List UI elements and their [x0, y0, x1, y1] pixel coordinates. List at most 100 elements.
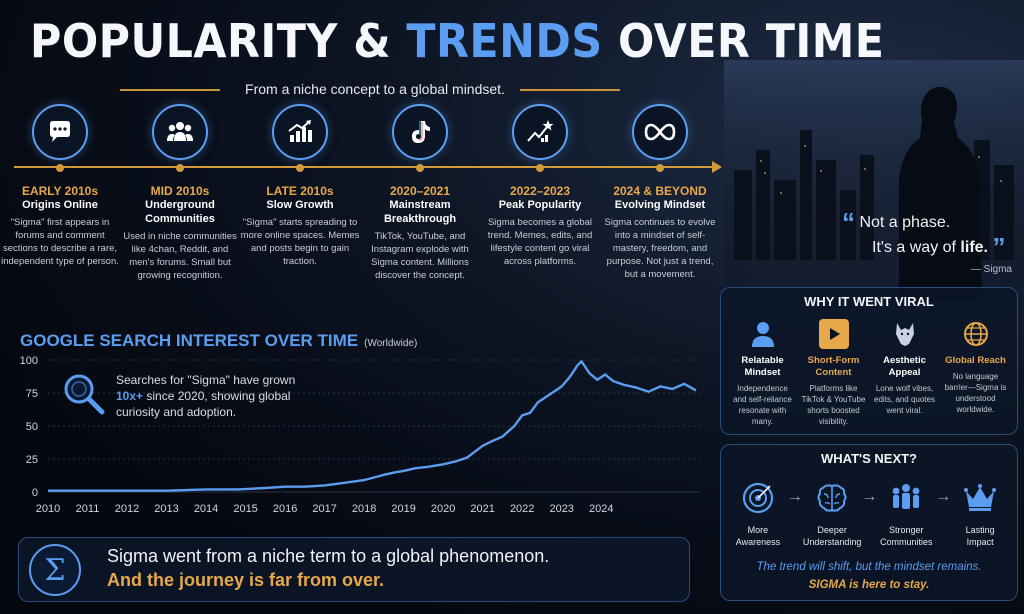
subtitle-row: From a niche concept to a global mindset…: [30, 80, 720, 100]
timeline-period: MID 2010s: [150, 184, 210, 198]
x-tick-label: 2015: [233, 503, 257, 515]
x-tick-label: 2021: [470, 503, 494, 515]
timeline-description: Sigma becomes a global trend. Memes, edi…: [487, 217, 593, 267]
x-tick-label: 2019: [391, 503, 415, 515]
crown-icon: [960, 478, 1000, 518]
brain-icon: [812, 478, 852, 518]
chat-bubble-icon: [32, 104, 88, 160]
close-quote-icon: ”: [992, 232, 1006, 262]
next-step-awareness: More Awareness: [729, 478, 787, 548]
community-icon: [886, 478, 926, 518]
viral-item-relatable: Relatable Mindset Independence and self-…: [730, 319, 796, 427]
person-icon: [748, 319, 778, 349]
timeline-dot: [56, 164, 64, 172]
search-interest-line-chart: 0 25 50 75 100 2010 2011 2012 2013 2014 2015 2016 20…: [20, 355, 700, 515]
y-tick-label: 0: [32, 487, 38, 499]
timeline-item-2024-beyond: 2024 & BEYOND Evolving Mindset Sigma con…: [600, 104, 720, 281]
viral-label: Aesthetic Appeal: [883, 355, 926, 378]
peak-star-icon: [512, 104, 568, 160]
whats-next-steps: More Awareness → Deeper Understanding → …: [721, 478, 1017, 548]
viral-label: Relatable Mindset: [741, 355, 784, 378]
city-skyline-silhouette-image: [724, 60, 1024, 300]
x-tick-label: 2016: [273, 503, 297, 515]
x-tick-label: 2010: [36, 503, 60, 515]
page-subtitle: From a niche concept to a global mindset…: [245, 81, 505, 97]
timeline-heading: Slow Growth: [266, 199, 334, 211]
timeline-description: "Sigma" starts spreading to more online …: [240, 217, 360, 267]
timeline-dot: [416, 164, 424, 172]
group-icon: [152, 104, 208, 160]
search-growth-note: Searches for "Sigma" have grown 10x+ sin…: [62, 372, 295, 421]
infinity-icon: [632, 104, 688, 160]
play-icon: [818, 319, 849, 349]
conclusion-banner: Σ Sigma went from a niche term to a glob…: [18, 537, 690, 602]
why-viral-panel: WHY IT WENT VIRAL Relatable Mindset Inde…: [720, 287, 1018, 435]
why-viral-list: Relatable Mindset Independence and self-…: [721, 319, 1017, 427]
timeline-period: 2024 & BEYOND: [613, 184, 707, 198]
timeline-item-late-2010s: LATE 2010s Slow Growth "Sigma" starts sp…: [240, 104, 360, 268]
series-line: [48, 360, 697, 492]
arrow-right-icon: →: [935, 488, 952, 505]
y-tick-label: 100: [20, 355, 38, 367]
next-step-label: Deeper Understanding: [802, 525, 862, 547]
quote-block: “ Not a phase. It's a way of life. ” — S…: [842, 207, 1022, 275]
quote-text: “ Not a phase. It's a way of life. ”: [842, 207, 1022, 262]
timeline-dot: [176, 164, 184, 172]
timeline-arrow-head: [712, 161, 722, 173]
timeline-description: Used in niche communities like 4chan, Re…: [123, 231, 237, 281]
whats-next-footer-line-2: SIGMA is here to stay.: [808, 579, 930, 591]
x-tick-label: 2018: [352, 503, 376, 515]
viral-label: Short-Form Content: [807, 355, 860, 378]
timeline-heading: Origins Online: [22, 199, 98, 211]
whats-next-footer: The trend will shift, but the mindset re…: [721, 558, 1017, 594]
open-quote-icon: “: [842, 207, 855, 237]
tiktok-icon: [392, 104, 448, 160]
timeline-item-2020-2021: 2020–2021 Mainstream Breakthrough TikTok…: [360, 104, 480, 282]
viral-description: Independence and self-reliance resonate …: [733, 384, 792, 426]
next-step-understanding: Deeper Understanding: [802, 478, 862, 548]
conclusion-line-2: And the journey is far from over.: [107, 570, 385, 590]
y-tick-label: 50: [26, 421, 38, 433]
chart-title: GOOGLE SEARCH INTEREST OVER TIME (Worldwi…: [20, 331, 417, 351]
timeline-item-early-2010s: EARLY 2010s Origins Online "Sigma" first…: [0, 104, 120, 268]
timeline-heading: Mainstream Breakthrough: [383, 199, 457, 225]
x-tick-label: 2017: [312, 503, 336, 515]
timeline-period: LATE 2010s: [266, 184, 334, 198]
timeline-period: 2022–2023: [509, 184, 571, 198]
quote-author: — Sigma: [970, 264, 1012, 275]
search-note-highlight: 10x+: [116, 389, 144, 403]
chart-title-text: GOOGLE SEARCH INTEREST OVER TIME: [20, 331, 359, 350]
x-tick-label: 2022: [510, 503, 534, 515]
why-viral-title: WHY IT WENT VIRAL: [804, 294, 934, 309]
next-step-label: Lasting Impact: [965, 525, 995, 547]
viral-description: No language barrier—Sigma is understood …: [944, 372, 1007, 414]
timeline-description: TikTok, YouTube, and Instagram explode w…: [371, 231, 469, 281]
whats-next-footer-line-1: The trend will shift, but the mindset re…: [756, 561, 982, 573]
viral-item-aesthetic: Aesthetic Appeal Lone wolf vibes, edits,…: [872, 319, 938, 427]
wolf-icon: [890, 319, 920, 349]
next-step-label: Stronger Communities: [880, 525, 933, 547]
timeline-dot: [296, 164, 304, 172]
quote-line-1: Not a phase.: [859, 214, 951, 231]
timeline-description: "Sigma" first appears in forums and comm…: [1, 217, 119, 267]
globe-icon: [961, 319, 991, 349]
sigma-symbol-icon: Σ: [29, 544, 81, 596]
whats-next-panel: WHAT'S NEXT? More Awareness → Deeper Und…: [720, 444, 1018, 601]
quote-line-2: It's a way of: [872, 239, 961, 256]
search-note-post: since 2020, showing global curiosity and…: [116, 389, 291, 419]
x-tick-label: 2013: [154, 503, 178, 515]
viral-item-short-form: Short-Form Content Platforms like TikTok…: [801, 319, 867, 427]
target-icon: [738, 478, 778, 518]
timeline-item-2022-2023: 2022–2023 Peak Popularity Sigma becomes …: [480, 104, 600, 268]
quote-emphasis: life.: [960, 239, 988, 256]
timeline-period: EARLY 2010s: [21, 184, 99, 198]
search-note-pre: Searches for "Sigma" have grown: [116, 373, 296, 387]
timeline-dot: [536, 164, 544, 172]
arrow-right-icon: →: [786, 488, 803, 505]
x-tick-label: 2011: [76, 503, 100, 515]
x-tick-label: 2012: [115, 503, 139, 515]
search-growth-text: Searches for "Sigma" have grown 10x+ sin…: [116, 372, 316, 420]
viral-description: Lone wolf vibes, edits, and quotes went …: [874, 384, 935, 415]
page-title: POPULARITY & TRENDS OVER TIME: [30, 14, 885, 68]
timeline-heading: Evolving Mindset: [614, 199, 706, 211]
